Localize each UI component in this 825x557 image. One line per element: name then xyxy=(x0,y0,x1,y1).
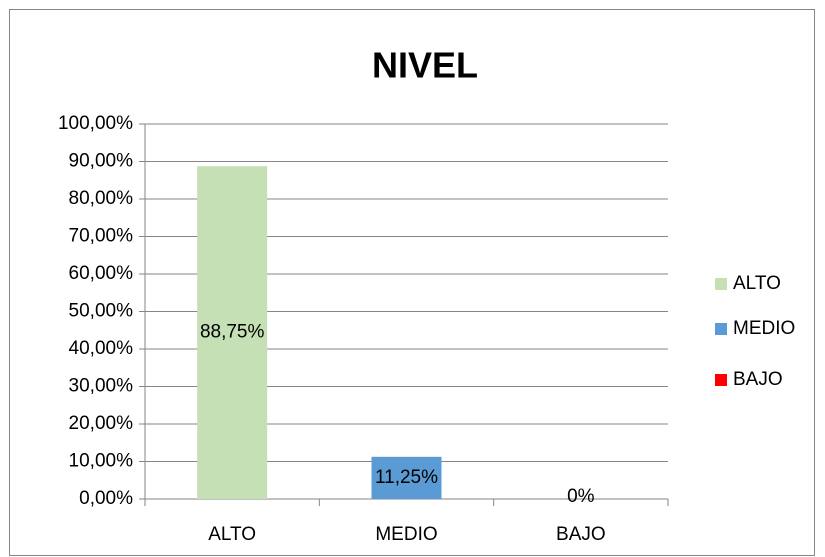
legend-label: BAJO xyxy=(733,369,783,390)
y-tick-label: 10,00% xyxy=(69,451,134,472)
legend-swatch xyxy=(715,323,727,335)
y-tick-label: 20,00% xyxy=(69,413,134,434)
legend-label: MEDIO xyxy=(733,318,795,339)
data-label: 11,25% xyxy=(375,467,438,488)
data-label: 88,75% xyxy=(200,322,265,343)
x-tick-label: MEDIO xyxy=(375,524,437,545)
y-tick-label: 70,00% xyxy=(69,226,134,247)
chart-title: NIVEL xyxy=(372,45,478,86)
y-tick-label: 30,00% xyxy=(69,376,134,397)
y-tick-label: 50,00% xyxy=(69,301,134,322)
y-tick-label: 90,00% xyxy=(69,151,134,172)
data-label: 0% xyxy=(567,486,595,507)
bar xyxy=(371,456,442,499)
y-tick-label: 60,00% xyxy=(69,263,134,284)
x-tick-label: BAJO xyxy=(556,524,606,545)
legend-swatch xyxy=(715,278,727,290)
bar xyxy=(197,166,268,499)
legend-label: ALTO xyxy=(733,273,781,294)
y-tick-label: 0,00% xyxy=(79,488,133,509)
legend-swatch xyxy=(715,374,727,386)
y-tick-label: 80,00% xyxy=(69,188,134,209)
y-tick-label: 40,00% xyxy=(69,338,134,359)
y-tick-label: 100,00% xyxy=(58,113,133,134)
x-tick-label: ALTO xyxy=(208,524,256,545)
